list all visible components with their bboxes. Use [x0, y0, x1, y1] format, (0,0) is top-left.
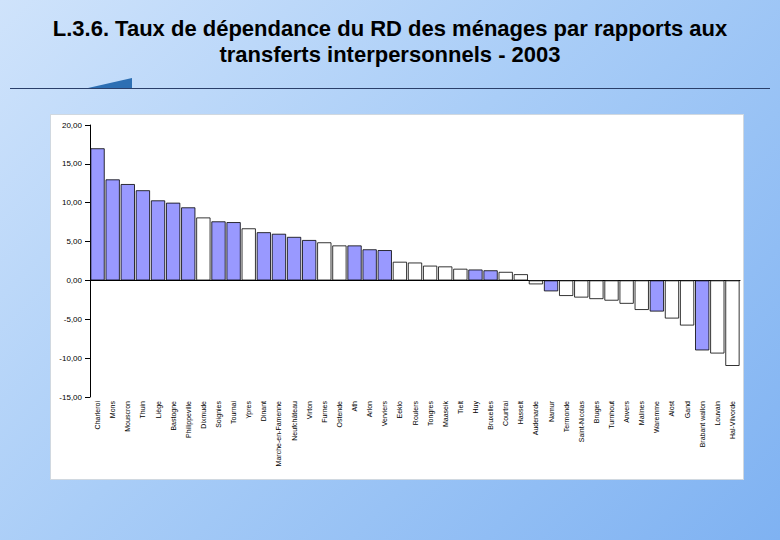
- svg-text:15,00: 15,00: [62, 159, 83, 168]
- svg-text:Tongres: Tongres: [427, 401, 435, 426]
- svg-text:Bruges: Bruges: [593, 401, 601, 424]
- svg-text:Dixmude: Dixmude: [200, 401, 207, 429]
- svg-text:Hasselt: Hasselt: [517, 401, 524, 424]
- svg-text:Tielt: Tielt: [457, 401, 464, 414]
- svg-text:-5,00: -5,00: [64, 315, 83, 324]
- svg-text:Bastogne: Bastogne: [170, 401, 178, 431]
- svg-text:Dinant: Dinant: [260, 401, 267, 421]
- svg-text:Charleroi: Charleroi: [94, 401, 101, 430]
- svg-text:5,00: 5,00: [66, 237, 82, 246]
- svg-text:Namur: Namur: [548, 400, 555, 422]
- svg-text:Tournai: Tournai: [230, 401, 237, 424]
- svg-text:Ostende: Ostende: [336, 401, 343, 428]
- svg-text:-10,00: -10,00: [59, 354, 82, 363]
- svg-text:Marche-en-Famenne: Marche-en-Famenne: [275, 401, 282, 466]
- svg-text:Bruxelles: Bruxelles: [487, 401, 494, 430]
- svg-text:-15,00: -15,00: [59, 393, 82, 402]
- svg-text:Hal-Vilvorde: Hal-Vilvorde: [729, 401, 736, 439]
- svg-text:Arlon: Arlon: [366, 401, 373, 417]
- svg-text:Alost: Alost: [668, 401, 675, 417]
- svg-text:Louvain: Louvain: [714, 401, 721, 426]
- svg-text:0,00: 0,00: [66, 276, 82, 285]
- svg-text:Virton: Virton: [306, 401, 313, 419]
- svg-text:Malines: Malines: [638, 401, 645, 426]
- svg-text:Verviers: Verviers: [381, 401, 388, 427]
- svg-text:10,00: 10,00: [62, 198, 83, 207]
- svg-text:Gand: Gand: [684, 401, 691, 418]
- svg-text:Waremme: Waremme: [653, 401, 660, 433]
- svg-text:Courtrai: Courtrai: [502, 401, 509, 426]
- svg-text:Mons: Mons: [109, 401, 116, 419]
- svg-text:Turnhout: Turnhout: [608, 401, 615, 429]
- svg-text:Philippeville: Philippeville: [185, 401, 193, 438]
- svg-text:Mouscron: Mouscron: [124, 401, 131, 432]
- svg-text:Termonde: Termonde: [563, 401, 570, 432]
- svg-text:Neufchâteau: Neufchâteau: [291, 401, 298, 441]
- svg-text:Brabant wallon: Brabant wallon: [699, 401, 706, 447]
- svg-text:Huy: Huy: [472, 401, 480, 414]
- svg-text:Roulers: Roulers: [412, 401, 419, 426]
- svg-text:Ypres: Ypres: [245, 401, 253, 419]
- svg-text:Maaseik: Maaseik: [442, 401, 449, 428]
- svg-text:Liège: Liège: [155, 401, 163, 418]
- svg-text:Furnes: Furnes: [321, 401, 328, 423]
- svg-text:Anvers: Anvers: [623, 401, 630, 423]
- svg-text:Saint-Nicolas: Saint-Nicolas: [578, 401, 585, 443]
- svg-text:Audenarde: Audenarde: [532, 401, 539, 435]
- svg-text:20,00: 20,00: [62, 121, 83, 130]
- svg-text:Ath: Ath: [351, 401, 358, 412]
- svg-text:Eeklo: Eeklo: [396, 401, 403, 419]
- svg-text:Soignies: Soignies: [215, 401, 223, 428]
- svg-text:Thuin: Thuin: [139, 401, 146, 419]
- html-text:L.3.6. Taux de dépendance du R: L.3.6. Taux de dépendance du RD des ména…: [52, 16, 728, 67]
